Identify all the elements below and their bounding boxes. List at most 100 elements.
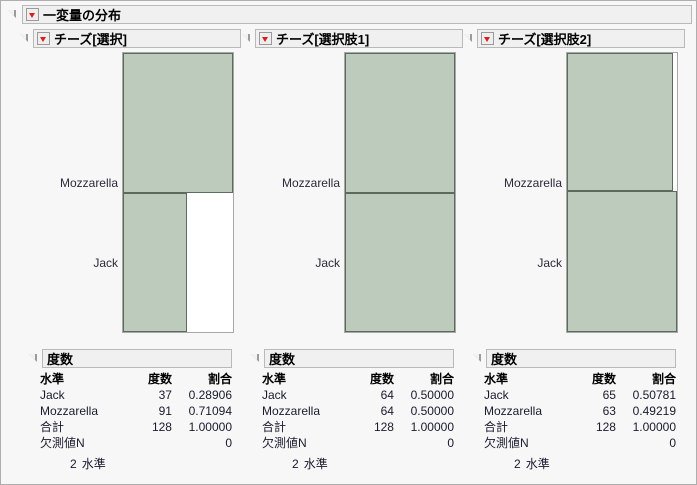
frequency-table-3: 水準 度数 割合 Jack 65 0.50781 Mozzarella 63 0… bbox=[484, 372, 676, 452]
plot-frame-1 bbox=[122, 52, 234, 333]
window-titlebar: 一変量の分布 bbox=[5, 5, 692, 24]
cell-proportion: 0.50000 bbox=[410, 388, 454, 402]
cell-level: 合計 bbox=[40, 420, 65, 434]
cell-missing-label: 欠測値N bbox=[484, 436, 529, 450]
plot-frame-3 bbox=[566, 52, 678, 333]
mosaic-cell-mozzarella-1[interactable] bbox=[123, 53, 233, 193]
mosaic-cell-jack-2[interactable] bbox=[345, 193, 455, 332]
frequency-block-1: 度数 水準 度数 割合 Jack 37 0.28906 bbox=[28, 349, 232, 472]
collapse-triangle-icon[interactable] bbox=[463, 33, 474, 44]
page-title: 一変量の分布 bbox=[43, 8, 122, 23]
col-header-count: 度数 bbox=[147, 372, 172, 386]
levels-count-label: 水準 bbox=[81, 457, 106, 471]
levels-count-value: 2 bbox=[292, 457, 299, 471]
table-header-row: 水準 度数 割合 bbox=[484, 372, 676, 388]
col-header-proportion: 割合 bbox=[429, 372, 454, 386]
cell-missing-label: 欠測値N bbox=[40, 436, 85, 450]
table-header-row: 水準 度数 割合 bbox=[262, 372, 454, 388]
col-header-level: 水準 bbox=[262, 372, 287, 386]
cell-proportion: 1.00000 bbox=[632, 420, 676, 434]
cell-missing-label: 欠測値N bbox=[262, 436, 307, 450]
col-header-proportion: 割合 bbox=[651, 372, 676, 386]
red-menu-triangle-icon[interactable] bbox=[37, 32, 50, 45]
table-row[interactable]: Jack 65 0.50781 bbox=[484, 388, 676, 404]
cell-proportion: 1.00000 bbox=[410, 420, 454, 434]
table-row[interactable]: Mozzarella 91 0.71094 bbox=[40, 404, 232, 420]
plot-frame-2 bbox=[344, 52, 456, 333]
panel-header-3: チーズ[選択肢2] bbox=[463, 29, 685, 48]
frequency-title-2: 度数 bbox=[269, 352, 296, 367]
collapse-triangle-icon[interactable] bbox=[250, 353, 261, 364]
cell-proportion: 0.50000 bbox=[410, 404, 454, 418]
frequency-header-3: 度数 bbox=[472, 349, 676, 368]
panel-title-box-1: チーズ[選択] bbox=[33, 29, 241, 48]
cell-proportion: 0.71094 bbox=[188, 404, 232, 418]
panel-title-box-2: チーズ[選択肢1] bbox=[255, 29, 463, 48]
collapse-triangle-icon[interactable] bbox=[19, 33, 30, 44]
cell-count: 63 bbox=[602, 404, 616, 418]
cell-count: 64 bbox=[380, 388, 394, 402]
mosaic-cell-mozzarella-2[interactable] bbox=[345, 53, 455, 193]
col-header-proportion: 割合 bbox=[207, 372, 232, 386]
table-row[interactable]: Jack 37 0.28906 bbox=[40, 388, 232, 404]
frequency-block-2: 度数 水準 度数 割合 Jack 64 0.50000 bbox=[250, 349, 454, 472]
col-header-level: 水準 bbox=[40, 372, 65, 386]
panel-header-2: チーズ[選択肢1] bbox=[241, 29, 463, 48]
distribution-panel-3: チーズ[選択肢2] Mozzarella Jack 度数 bbox=[463, 29, 685, 481]
collapse-triangle-icon[interactable] bbox=[241, 33, 252, 44]
table-row-total[interactable]: 合計 128 1.00000 bbox=[40, 420, 232, 436]
collapse-triangle-icon[interactable] bbox=[472, 353, 483, 364]
table-row-missing: 欠測値N 0 bbox=[484, 436, 676, 452]
cell-count: 128 bbox=[595, 420, 616, 434]
mosaic-cell-jack-1[interactable] bbox=[123, 193, 187, 332]
col-header-level: 水準 bbox=[484, 372, 509, 386]
table-row-total[interactable]: 合計 128 1.00000 bbox=[262, 420, 454, 436]
table-row-total[interactable]: 合計 128 1.00000 bbox=[484, 420, 676, 436]
cell-count: 128 bbox=[151, 420, 172, 434]
cell-count: 91 bbox=[158, 404, 172, 418]
axis-label-jack: Jack bbox=[93, 256, 118, 270]
table-row[interactable]: Mozzarella 63 0.49219 bbox=[484, 404, 676, 420]
mosaic-plot-3[interactable]: Mozzarella Jack bbox=[472, 50, 685, 340]
collapse-triangle-icon[interactable] bbox=[7, 9, 18, 20]
levels-count-value: 2 bbox=[514, 457, 521, 471]
frequency-table-1: 水準 度数 割合 Jack 37 0.28906 Mozzarella 91 0… bbox=[40, 372, 232, 452]
mosaic-cell-jack-3[interactable] bbox=[567, 191, 677, 332]
red-menu-triangle-icon[interactable] bbox=[481, 32, 494, 45]
distribution-panel-2: チーズ[選択肢1] Mozzarella Jack 度数 水準 bbox=[241, 29, 463, 481]
cell-level: 合計 bbox=[262, 420, 287, 434]
frequency-header-2: 度数 bbox=[250, 349, 454, 368]
mosaic-plot-1[interactable]: Mozzarella Jack bbox=[28, 50, 241, 340]
col-header-count: 度数 bbox=[591, 372, 616, 386]
axis-label-mozzarella: Mozzarella bbox=[59, 176, 118, 190]
cell-proportion: 0.50781 bbox=[632, 388, 676, 402]
red-menu-triangle-icon[interactable] bbox=[259, 32, 272, 45]
collapse-triangle-icon[interactable] bbox=[28, 353, 39, 364]
axis-label-jack: Jack bbox=[315, 256, 340, 270]
axis-label-jack: Jack bbox=[537, 256, 562, 270]
table-row[interactable]: Mozzarella 64 0.50000 bbox=[262, 404, 454, 420]
frequency-table-2: 水準 度数 割合 Jack 64 0.50000 Mozzarella 64 0… bbox=[262, 372, 454, 452]
levels-count-line-1: 2 水準 bbox=[40, 455, 232, 472]
levels-count-label: 水準 bbox=[303, 457, 328, 471]
panel-header-1: チーズ[選択] bbox=[19, 29, 241, 48]
cell-level: Mozzarella bbox=[262, 404, 321, 418]
mosaic-cell-mozzarella-3[interactable] bbox=[567, 53, 673, 191]
distribution-panel-1: チーズ[選択] Mozzarella Jack 度数 bbox=[19, 29, 241, 481]
frequency-block-3: 度数 水準 度数 割合 Jack 65 0.50781 bbox=[472, 349, 676, 472]
levels-count-line-2: 2 水準 bbox=[262, 455, 454, 472]
table-row-missing: 欠測値N 0 bbox=[262, 436, 454, 452]
cell-level: Mozzarella bbox=[40, 404, 99, 418]
cell-level: Mozzarella bbox=[484, 404, 543, 418]
panel-title-2: チーズ[選択肢1] bbox=[276, 32, 370, 47]
levels-count-value: 2 bbox=[70, 457, 77, 471]
table-row[interactable]: Jack 64 0.50000 bbox=[262, 388, 454, 404]
mosaic-plot-2[interactable]: Mozzarella Jack bbox=[250, 50, 463, 340]
frequency-title-box-1: 度数 bbox=[42, 349, 232, 368]
levels-count-line-3: 2 水準 bbox=[484, 455, 676, 472]
frequency-header-1: 度数 bbox=[28, 349, 232, 368]
red-menu-triangle-icon[interactable] bbox=[26, 8, 39, 21]
frequency-title-1: 度数 bbox=[47, 352, 74, 367]
panel-title-3: チーズ[選択肢2] bbox=[498, 32, 592, 47]
